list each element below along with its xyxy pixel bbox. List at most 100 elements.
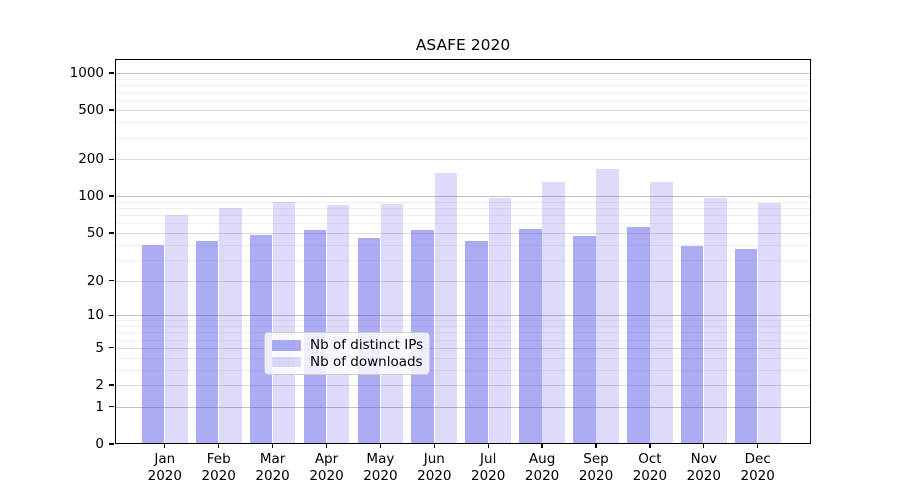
legend-item-distinct-ips: Nb of distinct IPs bbox=[272, 337, 424, 354]
legend-swatch-distinct-ips bbox=[272, 340, 301, 351]
x-tick-label: Aug 2020 bbox=[524, 451, 560, 484]
x-tick-mark bbox=[595, 444, 597, 448]
bar-downloads-mar bbox=[272, 201, 296, 444]
gridline-labeled bbox=[115, 347, 811, 349]
y-tick-label: 0 bbox=[95, 436, 104, 452]
x-tick-mark bbox=[379, 444, 382, 448]
gridline-minor bbox=[115, 201, 811, 203]
x-tick-label: Dec 2020 bbox=[740, 451, 775, 484]
y-tick-label: 500 bbox=[78, 102, 104, 119]
y-tick-label: 2 bbox=[95, 377, 104, 393]
gridline-labeled bbox=[115, 385, 811, 386]
y-tick-label: 1000 bbox=[69, 64, 104, 81]
y-tick-label: 20 bbox=[86, 272, 104, 289]
gridline-minor bbox=[115, 137, 811, 139]
y-tick-mark bbox=[109, 406, 114, 408]
bar-distinct-ips-dec bbox=[734, 248, 758, 444]
y-tick-mark bbox=[109, 72, 114, 74]
gridline-minor bbox=[115, 215, 811, 217]
gridline-minor bbox=[115, 326, 811, 327]
bar-downloads-jul bbox=[488, 197, 512, 444]
bar-distinct-ips-jul bbox=[465, 240, 488, 444]
gridline-major bbox=[115, 72, 811, 74]
x-tick-mark bbox=[703, 444, 705, 448]
legend-label-distinct-ips: Nb of distinct IPs bbox=[310, 337, 424, 354]
x-tick-label: Nov 2020 bbox=[686, 451, 721, 484]
y-tick-mark bbox=[109, 443, 114, 445]
bar-downloads-aug bbox=[542, 182, 565, 444]
bar-downloads-jun bbox=[434, 172, 458, 444]
x-tick-label: Feb 2020 bbox=[201, 451, 236, 484]
plot-area bbox=[115, 59, 811, 444]
bar-downloads-jan bbox=[165, 215, 188, 444]
bar-downloads-apr bbox=[326, 205, 350, 444]
x-tick-mark bbox=[433, 444, 435, 448]
bar-downloads-oct bbox=[650, 181, 673, 444]
bar-downloads-feb bbox=[219, 208, 242, 444]
gridline-minor bbox=[115, 259, 811, 261]
gridline-labeled bbox=[115, 232, 811, 234]
gridline-minor bbox=[115, 100, 811, 102]
chart-title: ASAFE 2020 bbox=[415, 36, 511, 54]
bar-downloads-nov bbox=[704, 197, 727, 444]
y-tick-label: 1 bbox=[95, 398, 104, 415]
bar-distinct-ips-mar bbox=[249, 235, 273, 444]
legend-label-downloads: Nb of downloads bbox=[310, 353, 423, 370]
y-tick-mark bbox=[109, 314, 114, 316]
y-tick-mark bbox=[109, 384, 114, 386]
x-tick-label: Jul 2020 bbox=[471, 451, 506, 484]
bar-downloads-sep bbox=[596, 169, 619, 444]
x-tick-label: May 2020 bbox=[363, 451, 398, 484]
x-tick-label: Apr 2020 bbox=[309, 451, 344, 484]
bar-downloads-may bbox=[380, 204, 404, 444]
x-tick-label: Sep 2020 bbox=[578, 451, 614, 484]
x-tick-mark bbox=[487, 444, 489, 448]
x-tick-label: Oct 2020 bbox=[632, 451, 668, 484]
gridline-minor bbox=[115, 357, 811, 359]
legend: Nb of distinct IPs Nb of downloads bbox=[264, 332, 430, 375]
bar-distinct-ips-aug bbox=[519, 228, 542, 444]
y-tick-mark bbox=[109, 279, 114, 282]
x-tick-mark bbox=[271, 444, 274, 448]
gridline-major bbox=[115, 406, 811, 408]
legend-item-downloads: Nb of downloads bbox=[272, 353, 423, 371]
y-tick-mark bbox=[109, 109, 114, 111]
bar-distinct-ips-oct bbox=[627, 226, 650, 444]
gridline-labeled bbox=[115, 159, 811, 161]
gridline-minor bbox=[115, 122, 811, 124]
gridline-labeled bbox=[115, 110, 811, 112]
y-tick-mark bbox=[109, 347, 114, 349]
y-tick-mark bbox=[109, 232, 114, 234]
gridline-minor bbox=[115, 320, 811, 322]
bar-downloads-dec bbox=[758, 202, 781, 444]
y-tick-label: 200 bbox=[78, 151, 104, 168]
gridline-minor bbox=[115, 244, 811, 246]
gridline-minor bbox=[115, 92, 811, 94]
y-tick-label: 10 bbox=[86, 307, 104, 324]
x-tick-mark bbox=[218, 444, 220, 448]
y-tick-mark bbox=[109, 158, 114, 160]
x-tick-mark bbox=[541, 444, 543, 448]
gridline-minor bbox=[115, 332, 811, 334]
x-tick-mark bbox=[325, 444, 328, 448]
x-tick-label: Jan 2020 bbox=[147, 451, 182, 484]
gridline-minor bbox=[115, 78, 811, 80]
bar-distinct-ips-sep bbox=[573, 236, 596, 444]
gridline-minor bbox=[115, 223, 811, 225]
bar-distinct-ips-feb bbox=[195, 240, 219, 444]
gridline-labeled bbox=[115, 280, 811, 282]
bar-distinct-ips-jan bbox=[141, 244, 165, 444]
gridline-major bbox=[115, 196, 811, 198]
y-tick-label: 50 bbox=[86, 224, 104, 241]
y-tick-label: 5 bbox=[95, 339, 104, 356]
gridline-minor bbox=[115, 369, 811, 371]
x-tick-label: Mar 2020 bbox=[255, 451, 290, 484]
legend-swatch-downloads bbox=[272, 356, 301, 367]
gridline-major bbox=[115, 315, 811, 317]
gridline-minor bbox=[115, 339, 811, 341]
bar-distinct-ips-nov bbox=[680, 245, 704, 444]
x-tick-mark bbox=[757, 444, 759, 448]
gridline-minor bbox=[115, 208, 811, 210]
y-tick-label: 100 bbox=[78, 188, 104, 205]
